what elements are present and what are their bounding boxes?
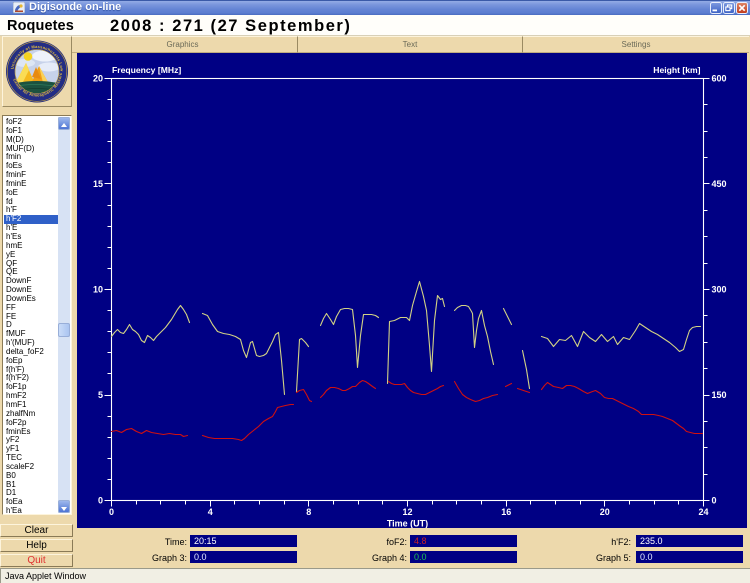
svg-text:Time (UT): Time (UT): [387, 519, 428, 529]
svg-text:Height [km]: Height [km]: [653, 65, 700, 75]
svg-text:0: 0: [712, 496, 717, 506]
svg-text:20: 20: [600, 507, 610, 517]
svg-text:8: 8: [306, 507, 311, 517]
svg-text:600: 600: [712, 74, 727, 84]
svg-text:15: 15: [93, 179, 103, 189]
svg-text:12: 12: [402, 507, 412, 517]
svg-text:450: 450: [712, 179, 727, 189]
svg-text:16: 16: [501, 507, 511, 517]
svg-text:10: 10: [93, 285, 103, 295]
svg-text:20: 20: [93, 74, 103, 84]
svg-text:5: 5: [98, 390, 103, 400]
svg-text:150: 150: [712, 390, 727, 400]
svg-text:Frequency [MHz]: Frequency [MHz]: [112, 65, 181, 75]
svg-text:300: 300: [712, 285, 727, 295]
svg-text:4: 4: [208, 507, 213, 517]
svg-text:0: 0: [98, 496, 103, 506]
svg-text:24: 24: [698, 507, 708, 517]
svg-text:0: 0: [109, 507, 114, 517]
